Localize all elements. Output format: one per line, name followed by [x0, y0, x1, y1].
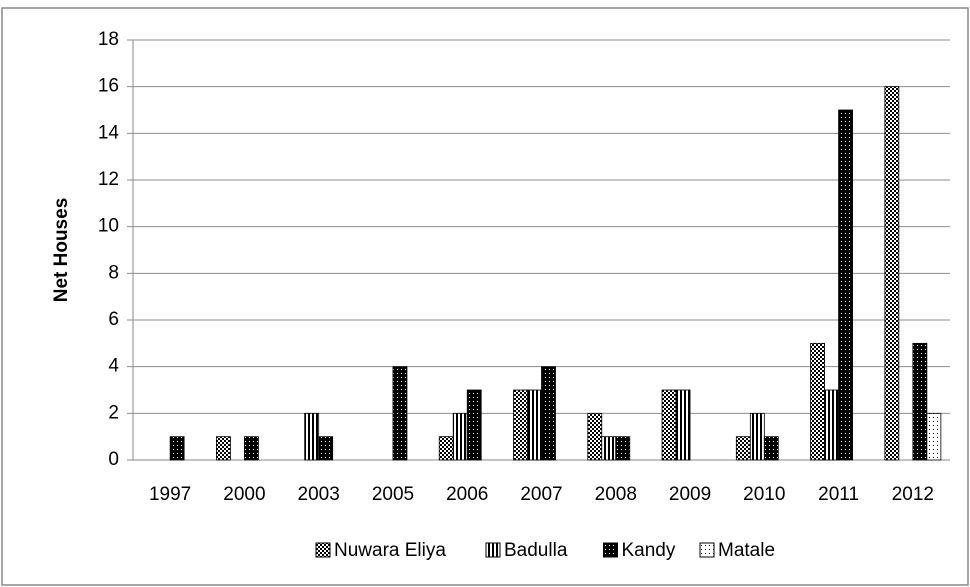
bar: [541, 366, 556, 461]
bar: [244, 436, 259, 461]
legend-label: Badulla: [504, 540, 568, 561]
legend-swatch: [699, 542, 715, 558]
y-tick-label: 4: [108, 356, 119, 377]
y-tick-label: 10: [98, 216, 119, 237]
x-tick-label: 1997: [149, 484, 191, 505]
bar: [824, 389, 839, 461]
y-tick-label: 0: [108, 449, 119, 470]
x-tick-label: 2008: [595, 484, 637, 505]
bar: [735, 436, 751, 461]
bar: [169, 436, 185, 461]
x-tick-label: 2007: [520, 484, 562, 505]
bar: [675, 389, 691, 461]
bar: [392, 366, 408, 461]
bar: [810, 342, 825, 461]
bar: [838, 109, 853, 461]
bar: [513, 389, 528, 461]
bar: [615, 436, 631, 461]
bar: [466, 389, 482, 461]
y-tick-label: 2: [108, 402, 119, 423]
y-axis-label: Net Houses: [51, 198, 72, 303]
x-tick-label: 2011: [818, 484, 859, 505]
bar: [216, 436, 231, 461]
y-tick-label: 6: [108, 309, 119, 330]
legend-label: Nuwara Eliya: [334, 540, 446, 561]
bar: [527, 389, 542, 461]
legend-swatch: [315, 542, 331, 558]
bar: [304, 412, 320, 461]
bar: [661, 389, 677, 461]
legend-label: Kandy: [622, 540, 676, 561]
bar: [884, 86, 900, 461]
legend-swatch: [485, 542, 501, 558]
bar: [763, 436, 779, 461]
x-tick-label: 2003: [298, 484, 340, 505]
y-tick-label: 12: [98, 169, 119, 190]
x-tick-label: 2005: [372, 484, 414, 505]
bar: [318, 436, 334, 461]
y-tick-label: 8: [108, 262, 119, 283]
y-tick-label: 16: [98, 76, 119, 97]
legend-label: Matale: [718, 540, 775, 561]
bar: [601, 436, 617, 461]
bar: [587, 412, 603, 461]
x-tick-label: 2000: [223, 484, 265, 505]
legend-swatch: [603, 542, 618, 558]
bar: [452, 412, 468, 461]
chart-border: [1, 7, 969, 586]
x-tick-label: 2012: [892, 484, 934, 505]
x-tick-label: 2009: [669, 484, 711, 505]
x-tick-label: 2010: [743, 484, 785, 505]
y-tick-label: 14: [98, 122, 120, 143]
bar: [912, 342, 928, 461]
bar: [438, 436, 454, 461]
x-tick-label: 2006: [446, 484, 488, 505]
bar: [926, 412, 942, 461]
y-tick-label: 18: [98, 29, 119, 50]
bar: [749, 412, 765, 461]
